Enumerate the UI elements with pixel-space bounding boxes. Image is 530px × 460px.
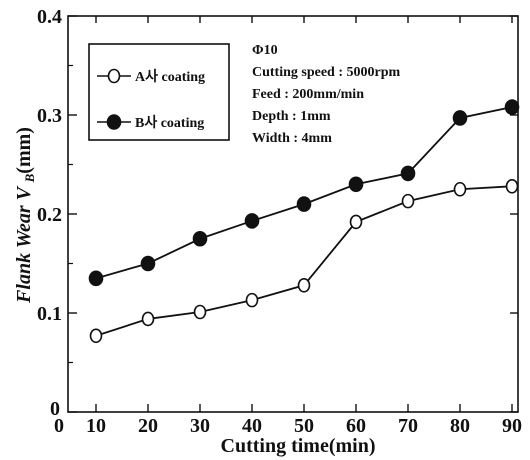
data-point — [140, 255, 156, 272]
legend-label: B사 coating — [135, 115, 204, 131]
legend: A사 coating B사 coating — [88, 43, 230, 141]
data-point — [244, 213, 260, 229]
annotation-line: Cutting speed : 5000rpm — [252, 65, 401, 80]
x-axis-label: Cutting time(min) — [221, 435, 376, 457]
x-tick-label: 40 — [242, 415, 262, 437]
data-point — [192, 230, 208, 247]
x-origin-label: 0 — [54, 415, 64, 437]
series-b — [88, 99, 520, 287]
data-point — [89, 328, 103, 344]
x-tick-label: 80 — [450, 415, 470, 437]
y-tick-label: 0 — [50, 398, 60, 420]
y-tick-label: 0.2 — [37, 204, 62, 226]
x-tick-label: 10 — [86, 415, 106, 437]
y-tick-label: 0.3 — [37, 105, 62, 127]
data-point — [88, 270, 104, 287]
data-point — [193, 304, 207, 320]
data-point — [141, 311, 155, 327]
series-layer — [88, 99, 520, 344]
annotation-line: Φ10 — [252, 43, 278, 58]
series-a — [89, 178, 519, 344]
annotations: Φ10 Cutting speed : 5000rpm Feed : 200mm/m… — [252, 43, 401, 146]
x-tick-label: 30 — [190, 415, 210, 437]
data-point — [401, 193, 415, 209]
y-tick-label: 0.1 — [37, 303, 62, 325]
annotation-line: Feed : 200mm/min — [252, 87, 364, 102]
x-tick-label: 70 — [398, 415, 418, 437]
data-point — [400, 165, 416, 182]
y-axis-label: Flank Wear V B(mm) — [13, 127, 37, 304]
axis-labels: Cutting time(min) Flank Wear V B(mm) — [13, 127, 375, 457]
legend-label: A사 coating — [135, 69, 205, 85]
data-point — [349, 214, 363, 230]
tick-labels: 0 0.1 0.2 0.3 0.4 10 20 30 40 50 60 70 80 90 0 — [37, 6, 522, 437]
data-point — [297, 277, 311, 293]
data-point — [452, 110, 468, 126]
data-point — [505, 178, 519, 194]
data-point — [245, 292, 259, 308]
data-point — [453, 181, 467, 197]
legend-marker — [106, 114, 122, 130]
annotation-line: Width : 4mm — [252, 131, 332, 146]
data-point — [348, 176, 364, 193]
x-tick-label: 90 — [502, 415, 522, 437]
annotation-line: Depth : 1mm — [252, 109, 331, 124]
x-tick-label: 50 — [294, 415, 314, 437]
x-tick-label: 20 — [138, 415, 158, 437]
legend-marker — [107, 68, 121, 84]
y-tick-label: 0.4 — [37, 6, 62, 28]
x-tick-label: 60 — [346, 415, 366, 437]
data-point — [296, 196, 312, 212]
axes — [67, 15, 519, 413]
data-point — [504, 99, 520, 115]
